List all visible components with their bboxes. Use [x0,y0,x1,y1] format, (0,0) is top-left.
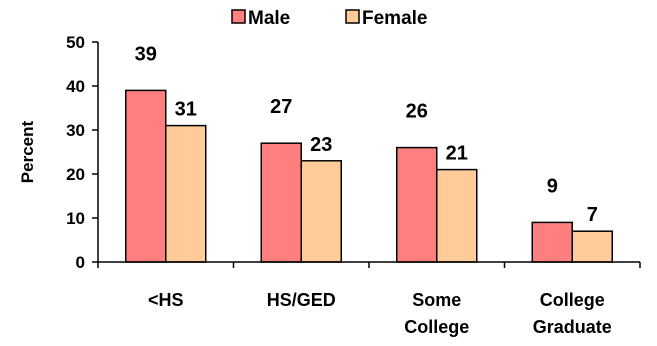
x-category-label: Some College [404,290,469,337]
x-axis: <HS HS/GED Some College College Graduate [97,261,641,337]
bar-male [396,146,438,263]
value-label-male: 39 [135,43,157,65]
y-tick-label: 50 [66,33,85,52]
legend: Male Female [231,8,427,29]
bar-female [165,124,207,263]
value-label-male: 26 [406,101,428,123]
x-category-label: HS/GED [267,290,336,310]
y-tick-label: 20 [66,165,85,184]
bar-male [531,221,573,263]
y-tick-label: 0 [76,253,85,272]
y-tick-label: 10 [66,209,85,228]
legend-label-male: Male [248,8,290,29]
bar-female [436,168,478,263]
bar-male [125,89,167,263]
value-label-female: 7 [587,204,598,226]
y-tick-label: 30 [66,121,85,140]
x-category-label: College Graduate [533,290,612,337]
bar-female [571,230,613,263]
legend-label-female: Female [362,8,427,29]
value-label-male: 9 [547,175,558,197]
value-label-female: 21 [446,143,468,165]
value-label-female: 31 [175,99,197,121]
bar-female [300,160,342,263]
value-label-female: 23 [310,134,332,156]
y-axis-label: Percent [18,120,37,183]
legend-swatch-male [231,9,246,24]
y-axis: 0 10 20 30 40 50 [66,33,99,272]
value-label-male: 27 [270,96,292,118]
legend-swatch-female [345,9,360,24]
bar-male [260,142,302,263]
y-tick-label: 40 [66,77,85,96]
x-category-label: <HS [148,290,184,310]
bars: 39 31 27 23 26 21 9 7 [125,43,613,263]
